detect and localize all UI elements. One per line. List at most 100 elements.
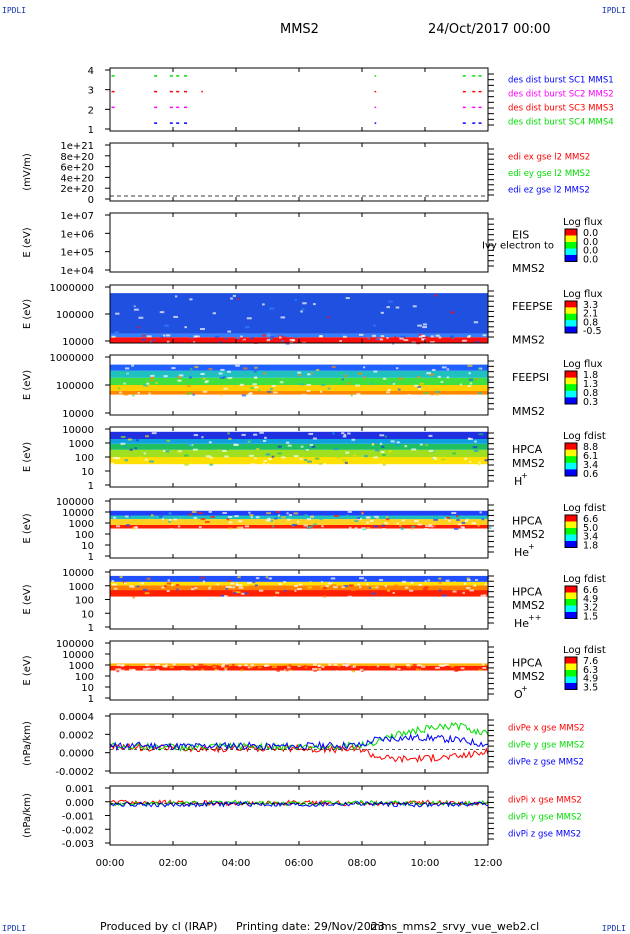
spectrogram-speckle (115, 457, 121, 460)
spectrogram-speckle (312, 437, 317, 440)
spectrogram-speckle (243, 367, 248, 370)
colorbar-title: Log flux (563, 217, 603, 228)
spectrogram-speckle (332, 432, 335, 435)
spectrogram-speckle (325, 585, 329, 588)
spectrogram-speckle (125, 524, 130, 527)
spectrogram-speckle (168, 512, 172, 515)
spectrogram-speckle (228, 437, 232, 440)
spectrogram-speckle (277, 445, 282, 448)
spectrogram-speckle (232, 663, 235, 666)
spectrogram-speckle (357, 583, 361, 586)
spectrogram-speckle (239, 337, 245, 340)
spectrogram-speckle (134, 304, 137, 307)
spectrogram-speckle (365, 666, 369, 669)
y-tick-label: 1 (88, 125, 94, 136)
spectrogram-speckle (406, 665, 412, 668)
spectrogram-speckle (409, 589, 414, 592)
spectrogram-speckle (229, 586, 233, 589)
y-axis-label: E (eV) (22, 442, 33, 472)
spectrogram-speckle (280, 340, 284, 343)
spectrogram-speckle (227, 515, 233, 518)
spectrogram-speckle (388, 300, 393, 303)
spectrogram-speckle (410, 581, 414, 584)
spectrogram-speckle (374, 515, 379, 518)
spectrogram-speckle (192, 393, 195, 396)
spectrogram-speckle (478, 433, 484, 436)
spectrogram-speckle (384, 585, 387, 588)
spectrogram-speckle (291, 339, 296, 342)
spectrogram-speckle (441, 366, 447, 369)
spectrogram-speckle (307, 446, 310, 449)
colorbar-tick-label: 3.4 (583, 532, 598, 543)
spectrogram-speckle (177, 379, 182, 382)
spectrogram-speckle (487, 526, 492, 529)
spectrogram-speckle (473, 321, 479, 324)
spectrogram-speckle (417, 668, 422, 671)
series-line-divpe-y (109, 721, 489, 752)
spectrogram-speckle (321, 665, 325, 668)
spectrogram-speckle (153, 591, 159, 594)
colorbar-segment (565, 301, 577, 308)
spectrogram-speckle (457, 440, 460, 443)
spectrogram-speckle (345, 663, 350, 666)
spectrogram-speckle (418, 335, 423, 338)
spectrogram-speckle (306, 389, 311, 392)
spectrogram-speckle (297, 663, 303, 666)
spectrogram-speckle (343, 433, 347, 436)
spectrogram-speckle (208, 587, 211, 590)
spectrogram-speckle (234, 515, 239, 518)
spectrogram-speckle (126, 375, 130, 378)
spectrogram-speckle (127, 438, 132, 441)
spectrogram-speckle (193, 586, 198, 589)
spectrogram-speckle (341, 432, 345, 435)
spectrogram-speckle (280, 316, 286, 319)
spectrogram-speckle (485, 576, 490, 579)
colorbar-frame (564, 228, 578, 262)
spectrogram-speckle (226, 518, 230, 521)
colorbar-segment (565, 229, 577, 236)
spectrogram-speckle (271, 384, 276, 387)
spectrogram-speckle (475, 578, 478, 581)
spectrogram-speckle (355, 384, 361, 387)
spectrogram-speckle (392, 382, 396, 385)
spectrogram-speckle (228, 521, 233, 524)
spectrogram-speckle (296, 377, 301, 380)
spectrogram-speckle (155, 663, 160, 666)
y-axis-label: E (eV) (22, 227, 33, 257)
panel-frame (109, 713, 489, 774)
colorbar-segment (565, 657, 577, 664)
spectrogram-speckle (320, 664, 326, 667)
spectrogram-speckle (411, 527, 414, 530)
spectrogram-speckle (268, 337, 273, 340)
spectrogram-speckle (356, 392, 361, 395)
header-date: 24/Oct/2017 00:00 (428, 22, 551, 37)
spectrogram-speckle (317, 664, 322, 667)
spectrogram-speckle (255, 516, 260, 519)
spectrogram-speckle (307, 586, 313, 589)
spectrogram-speckle (162, 449, 166, 452)
y-axis-label: (nPa/km) (22, 721, 33, 766)
footer-printing-date: Printing date: 29/Nov/2023 (236, 920, 385, 933)
spectrogram-speckle (139, 663, 144, 666)
spectrogram-speckle (361, 512, 364, 515)
spectrogram-speckle (469, 382, 473, 385)
spectrogram-speckle (223, 595, 228, 598)
spectrogram-speckle (157, 337, 160, 340)
spectrogram-speckle (320, 323, 326, 326)
spectrogram-speckle (387, 388, 391, 391)
y-tick-label: 10 (81, 541, 94, 552)
spectrogram-speckle (228, 527, 233, 530)
spectrogram-speckle (379, 338, 384, 341)
spectrogram-speckle (442, 458, 446, 461)
spectrogram-speckle (390, 440, 395, 443)
spectrogram-speckle (469, 589, 474, 592)
spectrogram-speckle (252, 581, 256, 584)
spectrogram-speckle (265, 576, 269, 579)
spectrogram-speckle (208, 510, 212, 513)
spectrogram-speckle (440, 380, 444, 383)
colorbar-segment (565, 469, 577, 477)
spectrogram-speckle (361, 511, 364, 514)
spectrogram-speckle (347, 432, 351, 435)
colorbar-segment (565, 527, 577, 535)
spectrogram-speckle (236, 591, 241, 594)
